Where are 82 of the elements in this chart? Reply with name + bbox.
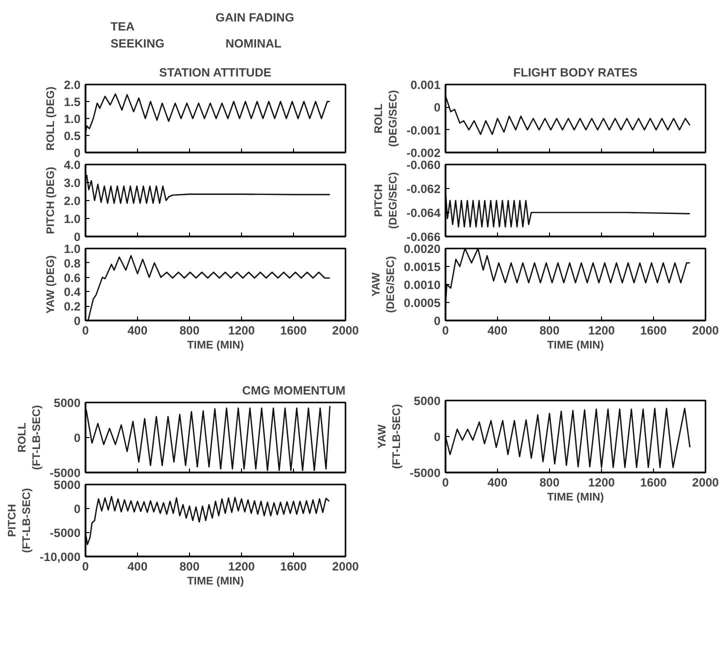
x-axis-title: TIME (MIN) — [187, 576, 244, 588]
x-tick-label: 1600 — [640, 476, 668, 490]
x-tick-label: 400 — [127, 324, 148, 338]
y-tick-label: 1.5 — [64, 95, 81, 109]
x-tick-label: 800 — [179, 560, 200, 574]
y-tick-label: 0.6 — [64, 270, 81, 285]
x-tick-label: 1200 — [228, 324, 256, 338]
x-tick-label: 2000 — [332, 560, 360, 574]
x-tick-label: 400 — [487, 476, 508, 490]
y-axis-title: ROLL (DEG) — [44, 86, 57, 151]
y-tick-label: -0.064 — [406, 206, 441, 220]
y-tick-label: 0 — [74, 431, 81, 445]
y-tick-label: 0 — [434, 314, 441, 328]
y-tick-label: -10,000 — [40, 550, 81, 564]
y-tick-label: -5000 — [410, 466, 441, 480]
y-axis-title: PITCH (DEG) — [44, 166, 57, 234]
y-tick-label: 0 — [434, 100, 441, 115]
x-tick-label: 0 — [442, 324, 450, 338]
x-tick-label: 800 — [539, 476, 560, 490]
y-axis-title: PITCH (FT-LB-SEC) — [6, 488, 33, 553]
y-tick-label: 3.0 — [64, 176, 81, 190]
y-tick-label: 0.0020 — [404, 242, 441, 256]
text: GAIN FADING — [216, 10, 294, 24]
y-tick-label: -5000 — [50, 526, 81, 540]
y-tick-label: 5000 — [54, 478, 81, 492]
text: NOMINAL — [226, 36, 282, 50]
x-axis-title: TIME (MIN) — [187, 340, 244, 352]
y-tick-label: 0 — [74, 230, 81, 244]
y-tick-label: 1.0 — [64, 212, 81, 226]
y-tick-label: 0 — [74, 314, 81, 328]
y-tick-label: 1.0 — [64, 112, 81, 126]
x-tick-label: 1600 — [280, 324, 308, 338]
y-tick-label: 1.0 — [64, 242, 81, 256]
x-tick-label: 2000 — [692, 324, 720, 338]
x-tick-label: 400 — [487, 324, 508, 338]
y-tick-label: 0.001 — [410, 78, 441, 92]
y-axis-title: YAW (DEG/SEC) — [370, 256, 397, 313]
chart-title: CMG MOMENTUM — [242, 384, 346, 398]
y-tick-label: -0.001 — [406, 123, 441, 138]
x-tick-label: 1200 — [588, 476, 616, 490]
x-tick-label: 1600 — [640, 324, 668, 338]
y-tick-label: 0 — [434, 430, 441, 444]
chart-title: STATION ATTITUDE — [159, 66, 272, 80]
x-tick-label: 1200 — [588, 324, 616, 338]
x-tick-label: 800 — [539, 324, 560, 338]
y-axis-title: ROLL (FT-LB-SEC) — [16, 404, 43, 470]
text: TEA SEEKING — [110, 20, 165, 50]
x-tick-label: 800 — [179, 324, 200, 338]
y-tick-label: 4.0 — [64, 158, 81, 172]
y-tick-label: 0 — [74, 146, 81, 160]
y-tick-label: 0.0010 — [404, 278, 441, 292]
x-axis-title: TIME (MIN) — [547, 340, 604, 352]
x-tick-label: 1600 — [280, 560, 308, 574]
y-tick-label: -0.066 — [406, 230, 441, 244]
y-tick-label: 0.2 — [64, 300, 81, 314]
y-tick-label: -5000 — [50, 466, 81, 480]
y-tick-label: -0.060 — [406, 158, 441, 172]
y-tick-label: 5000 — [54, 396, 81, 410]
y-axis-title: YAW (DEG) — [44, 255, 57, 314]
x-tick-label: 1200 — [228, 560, 256, 574]
chart-title: FLIGHT BODY RATES — [513, 66, 638, 80]
y-tick-label: 5000 — [414, 394, 441, 408]
y-axis-title: ROLL (DEG/SEC) — [373, 90, 400, 147]
y-axis-title: PITCH (DEG/SEC) — [373, 172, 400, 229]
y-tick-label: 0.5 — [64, 129, 81, 143]
y-tick-label: -0.002 — [406, 146, 441, 160]
y-tick-label: 0.8 — [64, 256, 81, 270]
x-tick-label: 2000 — [332, 324, 360, 338]
y-tick-label: 2.0 — [64, 78, 81, 92]
y-tick-label: 2.0 — [64, 194, 81, 208]
y-tick-label: 0.0005 — [404, 296, 441, 310]
y-tick-label: 0.4 — [64, 285, 81, 300]
x-tick-label: 2000 — [692, 476, 720, 490]
x-tick-label: 0 — [442, 476, 450, 490]
x-axis-title: TIME (MIN) — [547, 492, 604, 504]
x-tick-label: 400 — [127, 560, 148, 574]
y-tick-label: 0.0015 — [404, 260, 441, 274]
y-tick-label: 0 — [74, 502, 81, 516]
x-tick-label: 0 — [82, 560, 90, 574]
x-tick-label: 0 — [82, 324, 90, 338]
y-tick-label: -0.062 — [406, 182, 441, 196]
y-axis-title: YAW (FT-LB-SEC) — [376, 404, 403, 469]
